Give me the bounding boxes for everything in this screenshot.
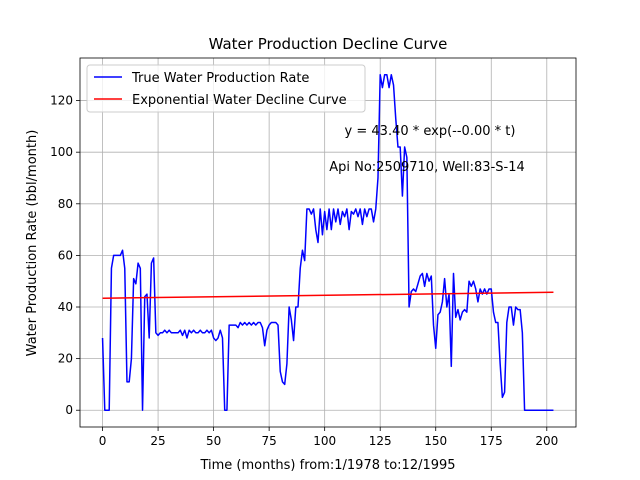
y-tick-label: 120	[50, 94, 73, 108]
x-tick-label: 175	[480, 434, 503, 448]
x-tick-label: 50	[206, 434, 221, 448]
y-tick-label: 80	[58, 197, 73, 211]
data-line	[102, 291, 554, 299]
legend-box	[86, 64, 366, 113]
x-tick-label: 200	[535, 434, 558, 448]
x-tick-label: 25	[150, 434, 165, 448]
y-tick-label: 20	[58, 352, 73, 366]
x-tick-label: 75	[261, 434, 276, 448]
x-tick-label: 125	[369, 434, 392, 448]
x-axis-label: Time (months) from:1/1978 to:12/1995	[199, 458, 455, 473]
x-tick-label: 150	[424, 434, 447, 448]
annotation: y = 43.40 * exp(--0.00 * t)	[345, 124, 516, 139]
y-tick-label: 40	[58, 300, 73, 314]
chart-title: Water Production Decline Curve	[209, 35, 448, 53]
y-tick-label: 0	[65, 403, 73, 417]
data-line	[101, 74, 554, 411]
annotation: Api No:2509710, Well:83-S-14	[329, 160, 525, 175]
legend-label: True Water Production Rate	[131, 71, 309, 86]
y-axis-label: Water Production Rate (bbl/month)	[25, 130, 40, 357]
y-tick-label: 60	[58, 248, 73, 262]
x-tick-label: 0	[99, 434, 107, 448]
plot-frame	[79, 57, 577, 428]
x-tick-label: 100	[313, 434, 336, 448]
y-tick-label: 100	[50, 145, 73, 159]
legend-label: Exponential Water Decline Curve	[132, 93, 347, 108]
